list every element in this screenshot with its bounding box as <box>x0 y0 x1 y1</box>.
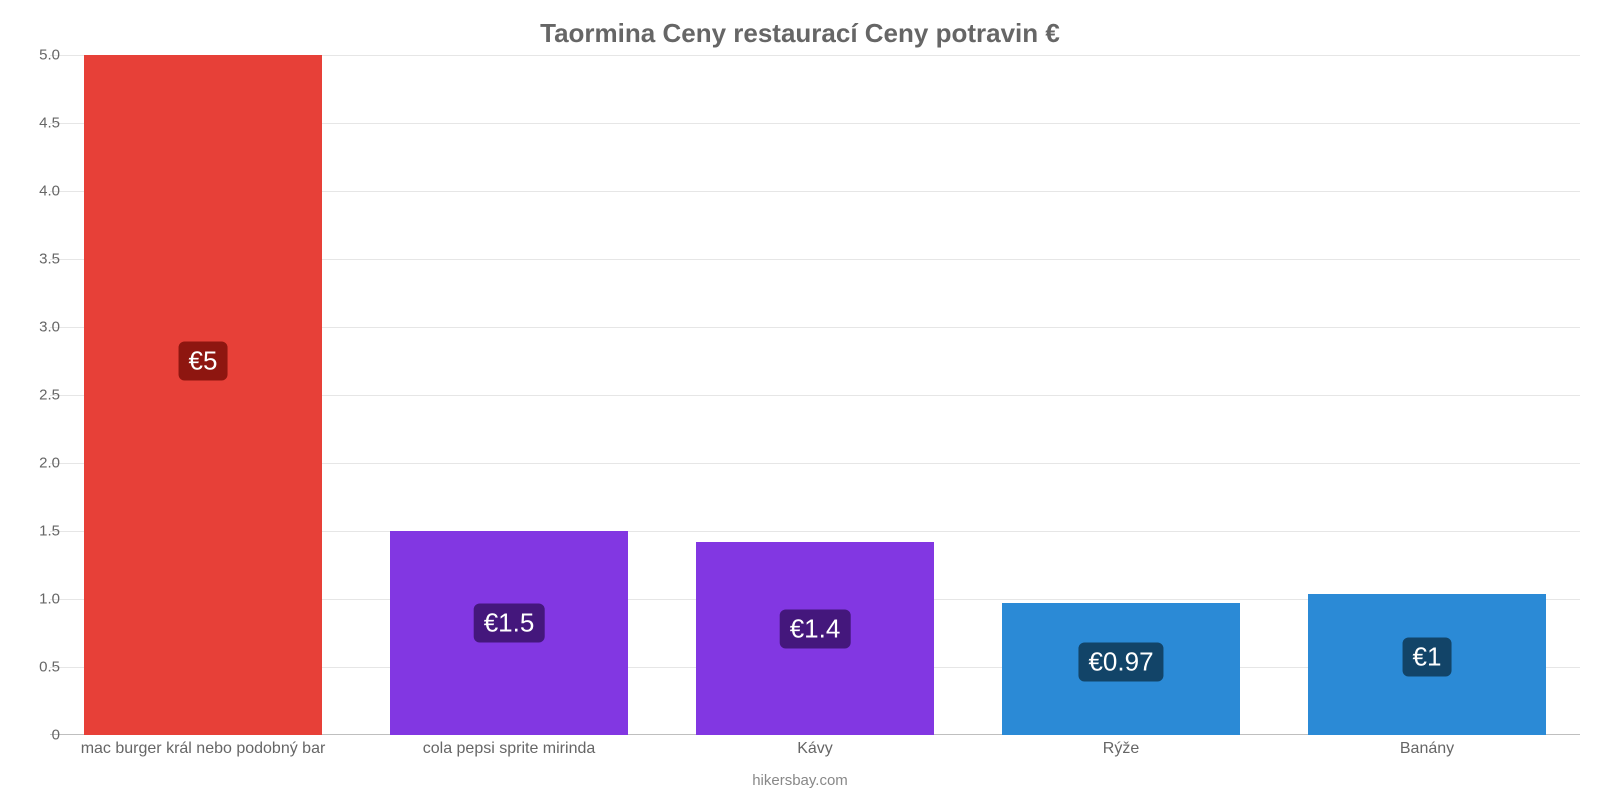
plot-area: €5 €1.5 €1.4 €0.97 €1 <box>50 55 1580 735</box>
bar-value-label: €1.4 <box>780 609 851 648</box>
x-tick-label: Banány <box>1400 740 1454 758</box>
y-tick-label: 0.5 <box>39 659 60 676</box>
bar-value-label: €0.97 <box>1078 643 1163 682</box>
bar-value-label: €5 <box>179 342 228 381</box>
y-tick-label: 2.5 <box>39 387 60 404</box>
x-tick-label: cola pepsi sprite mirinda <box>423 740 596 758</box>
x-tick-label: Rýže <box>1103 740 1139 758</box>
chart-footer: hikersbay.com <box>752 772 848 789</box>
price-bar-chart: Taormina Ceny restaurací Ceny potravin €… <box>0 0 1600 800</box>
bar-value-label: €1.5 <box>474 603 545 642</box>
y-tick-label: 3.0 <box>39 319 60 336</box>
y-tick-label: 1.5 <box>39 523 60 540</box>
x-tick-label: mac burger král nebo podobný bar <box>81 740 326 758</box>
chart-title: Taormina Ceny restaurací Ceny potravin € <box>0 0 1600 49</box>
y-tick-label: 4.0 <box>39 183 60 200</box>
y-tick-label: 4.5 <box>39 115 60 132</box>
y-tick-label: 0 <box>52 727 60 744</box>
x-tick-label: Kávy <box>797 740 833 758</box>
bar <box>84 55 323 735</box>
bar-value-label: €1 <box>1403 638 1452 677</box>
y-tick-label: 5.0 <box>39 47 60 64</box>
y-tick-label: 2.0 <box>39 455 60 472</box>
y-tick-label: 1.0 <box>39 591 60 608</box>
y-tick-label: 3.5 <box>39 251 60 268</box>
